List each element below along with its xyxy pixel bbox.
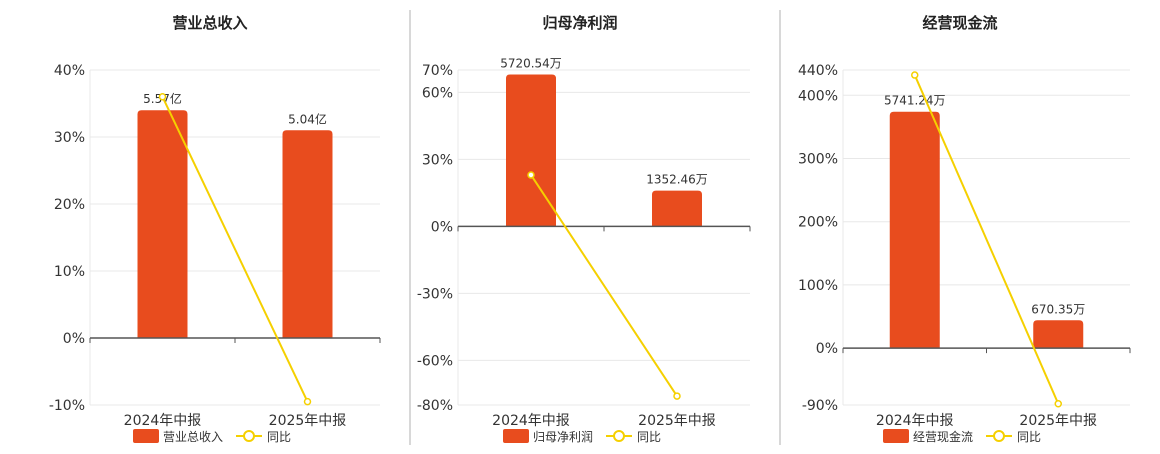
- yoy-point: [673, 392, 681, 400]
- y-tick-label: 400%: [798, 88, 838, 104]
- legend-bar-label: 经营现金流: [913, 429, 973, 444]
- bar: [506, 74, 556, 227]
- y-tick-label: 0%: [816, 341, 838, 357]
- y-tick-label: -30%: [417, 286, 453, 302]
- x-tick-label: 2025年中报: [638, 413, 716, 429]
- yoy-point: [527, 171, 535, 179]
- bar: [652, 190, 702, 227]
- x-tick-label: 2024年中报: [124, 413, 202, 429]
- y-tick-label: 440%: [798, 63, 838, 79]
- yoy-point: [911, 71, 919, 79]
- yoy-line: [161, 96, 309, 403]
- bar-value-label: 5720.54万: [500, 56, 562, 70]
- legend-bar-swatch: [883, 429, 909, 443]
- y-tick-label: -90%: [802, 398, 838, 414]
- legend-bar-swatch: [503, 429, 529, 443]
- legend-line-marker: [993, 430, 1005, 442]
- y-tick-label: 200%: [798, 215, 838, 231]
- legend-line-marker: [613, 430, 625, 442]
- bar: [137, 110, 188, 338]
- legend-line-label: 同比: [267, 430, 291, 444]
- y-tick-label: 40%: [54, 63, 85, 79]
- yoy-point: [1054, 399, 1062, 408]
- y-tick-label: 30%: [54, 130, 85, 146]
- legend-bar-label: 营业总收入: [163, 430, 223, 444]
- y-tick-label: 100%: [798, 278, 838, 294]
- legend-bar-swatch: [133, 429, 159, 443]
- x-tick-label: 2024年中报: [876, 413, 954, 429]
- bar: [889, 111, 940, 349]
- bar-value-label: 670.35万: [1031, 302, 1085, 316]
- legend-line-label: 同比: [1017, 430, 1041, 444]
- yoy-line: [913, 74, 1060, 405]
- y-tick-label: 0%: [431, 219, 453, 235]
- bar-value-label: 5741.24万: [884, 94, 946, 108]
- y-tick-label: -60%: [417, 353, 453, 369]
- y-tick-label: 10%: [54, 264, 85, 280]
- yoy-point: [303, 397, 312, 406]
- y-tick-label: -10%: [49, 398, 85, 414]
- yoy-line: [530, 174, 678, 397]
- y-tick-label: 70%: [422, 63, 453, 79]
- legend-bar-label: 归母净利润: [533, 430, 593, 444]
- y-tick-label: 30%: [422, 152, 453, 168]
- x-tick-label: 2025年中报: [269, 413, 347, 429]
- chart-title: 营业总收入: [172, 14, 247, 32]
- bar-value-label: 5.04亿: [288, 111, 327, 126]
- chart-title: 归母净利润: [542, 14, 617, 32]
- bar: [1033, 320, 1084, 349]
- legend-line-marker: [243, 430, 255, 442]
- y-tick-label: -80%: [417, 398, 453, 414]
- bar-value-label: 1352.46万: [646, 173, 708, 187]
- x-tick-label: 2025年中报: [1019, 413, 1097, 429]
- x-tick-label: 2024年中报: [492, 413, 570, 429]
- y-tick-label: 300%: [798, 151, 838, 167]
- y-tick-label: 20%: [54, 197, 85, 213]
- y-tick-label: 60%: [422, 85, 453, 101]
- chart-title: 经营现金流: [922, 14, 997, 32]
- legend-line-label: 同比: [637, 430, 661, 444]
- y-tick-label: 0%: [63, 331, 85, 347]
- yoy-point: [158, 93, 167, 101]
- bar: [282, 130, 333, 338]
